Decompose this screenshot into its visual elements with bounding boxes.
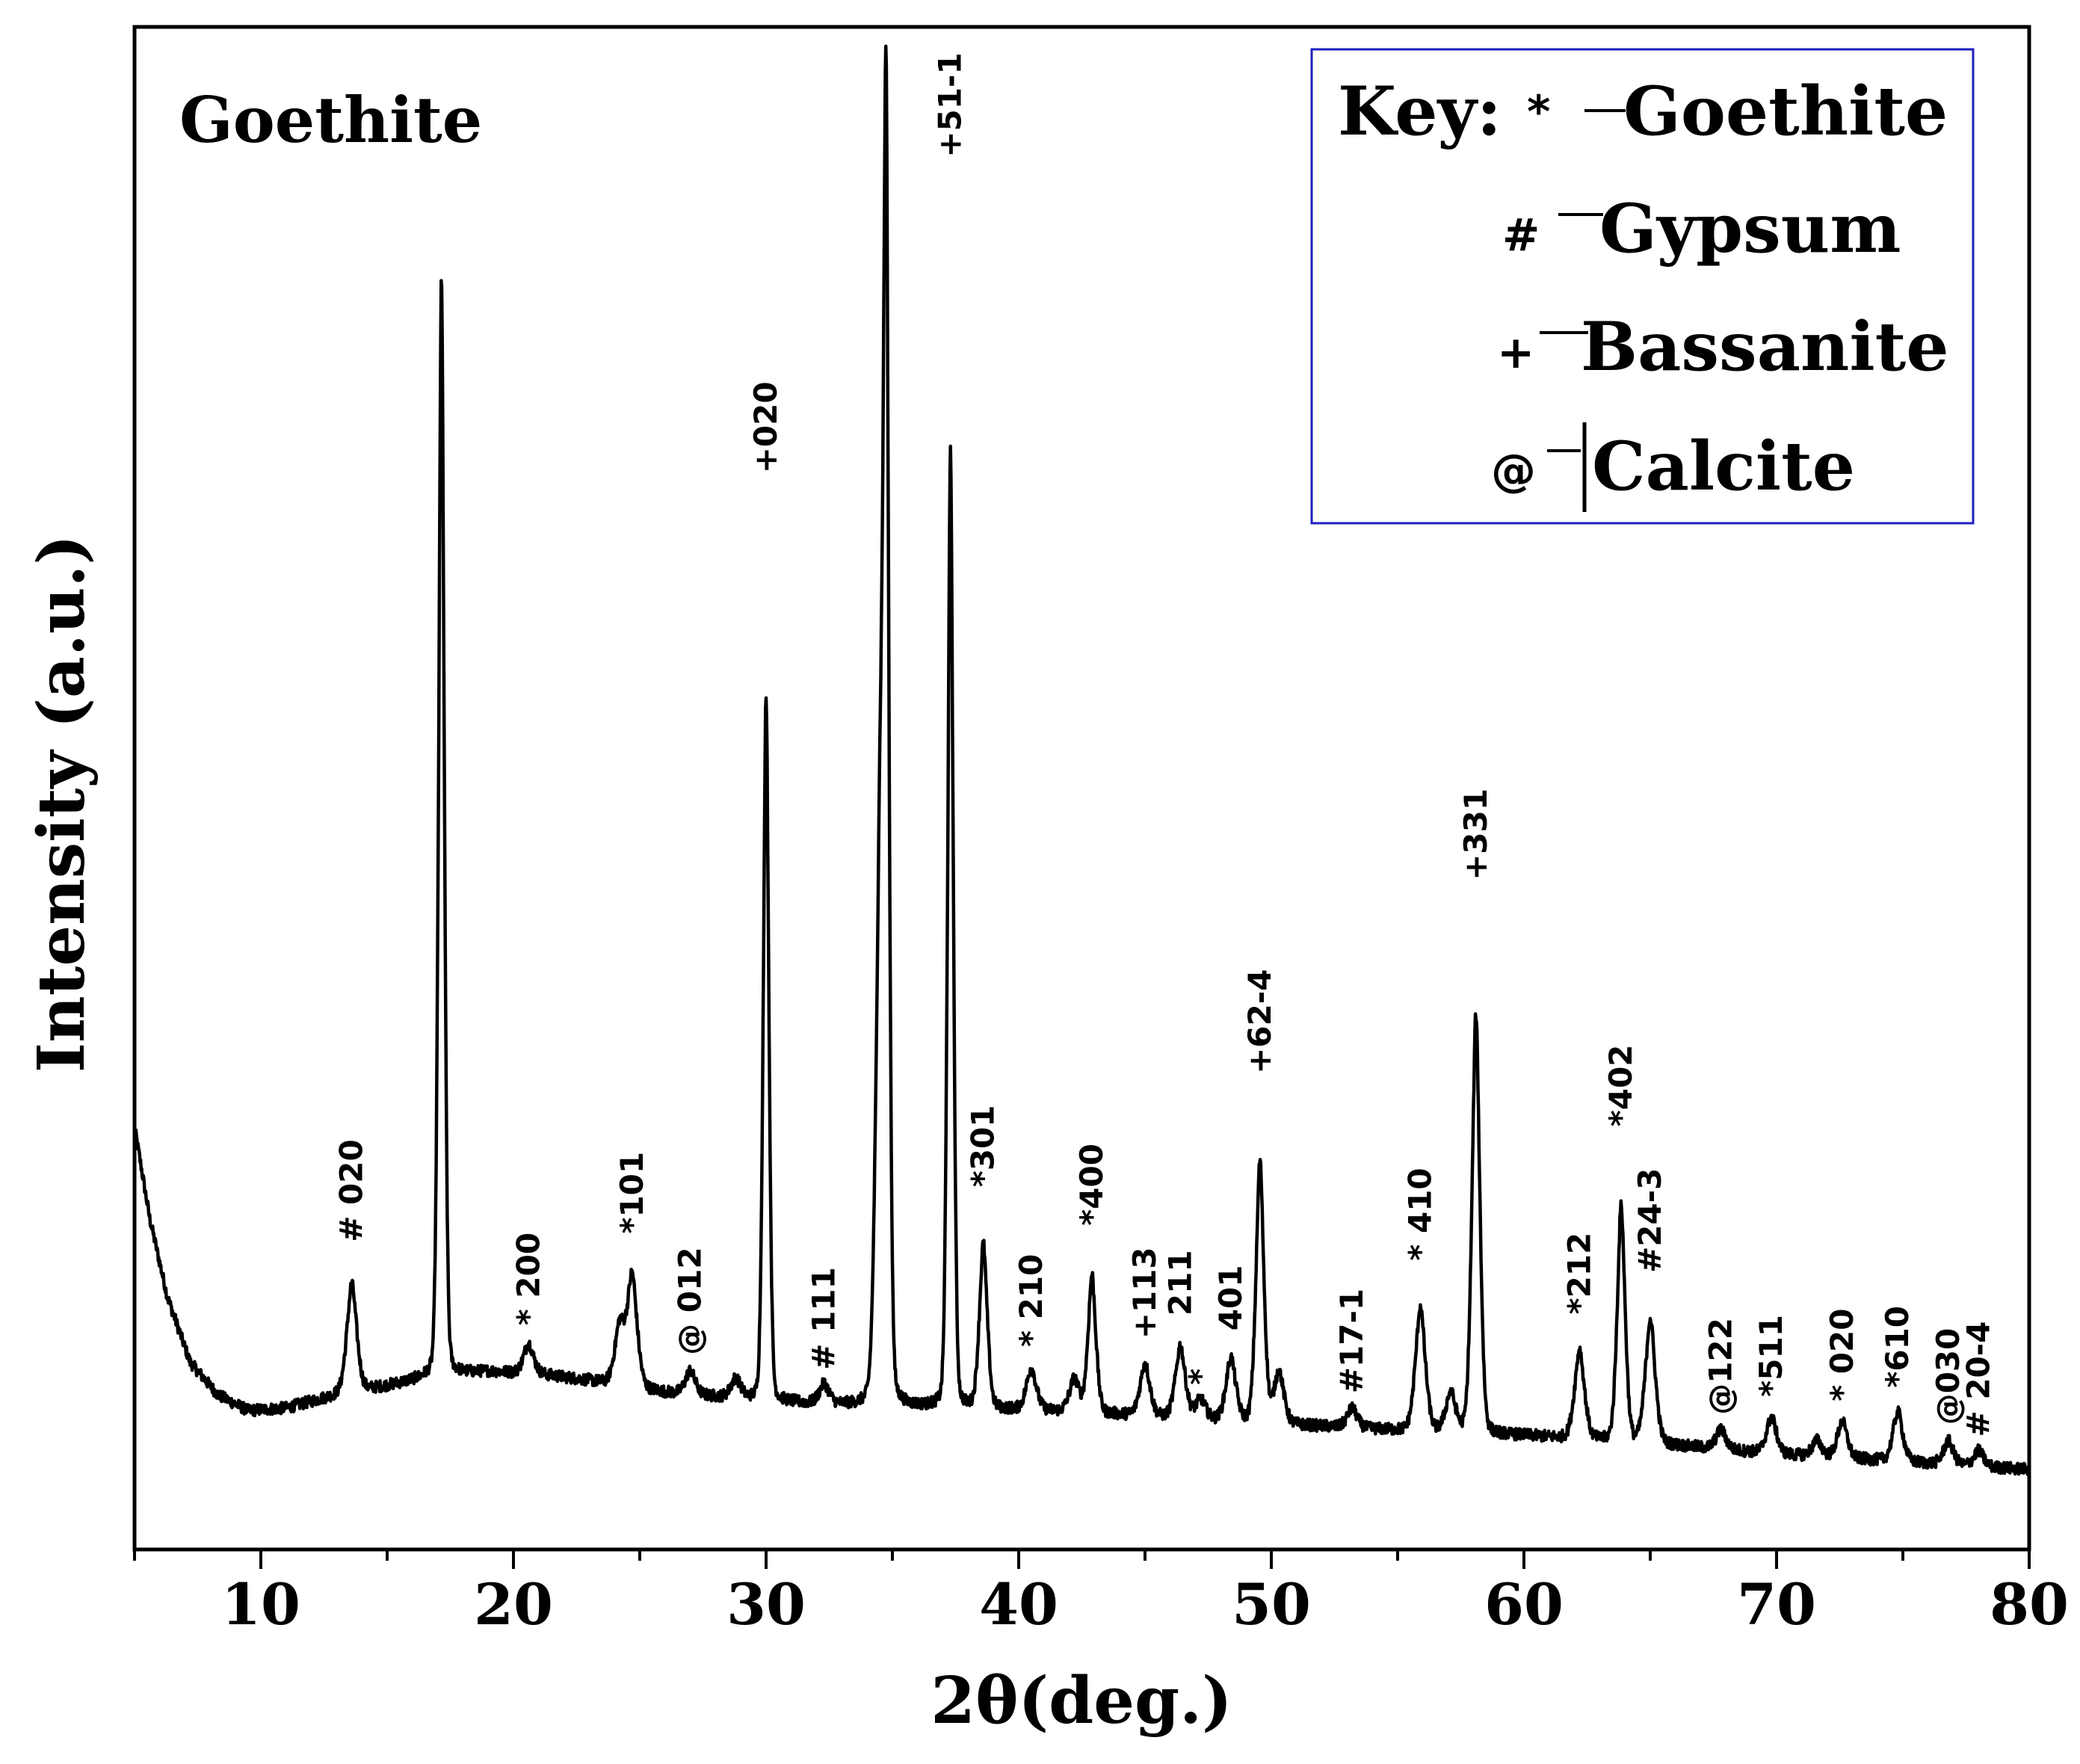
key-name-bassanite: Bassanite (1581, 307, 1949, 386)
peak-label: *400 (1073, 1144, 1110, 1226)
peak-label: * 210 (1013, 1254, 1049, 1347)
key-name-calcite: Calcite (1592, 427, 1855, 506)
peak-label: 401 (1212, 1265, 1249, 1331)
peak-label: *402 (1602, 1044, 1639, 1126)
peak-label: @ 012 (672, 1247, 709, 1354)
peak-label: *610 (1879, 1306, 1916, 1388)
peak-label: * 410 (1401, 1168, 1438, 1260)
peak-label: +62-4 (1241, 969, 1278, 1074)
x-tick-label: 20 (474, 1571, 553, 1638)
x-tick-label: 70 (1737, 1571, 1816, 1638)
x-tick-label: 60 (1484, 1571, 1564, 1638)
x-tick-label: 50 (1232, 1571, 1311, 1638)
peak-label: #17-1 (1333, 1289, 1370, 1393)
key-symbol-calcite: @ (1491, 445, 1536, 497)
x-axis-title: 2θ(deg.) (931, 1663, 1232, 1739)
plot-frame (132, 25, 2031, 1552)
key-heading: Key: (1338, 72, 1502, 151)
key-frame (1310, 48, 1975, 525)
y-axis-title: Intensity (a.u.) (24, 534, 99, 1073)
peak-label: * (1182, 1369, 1218, 1385)
xrd-pattern-line (132, 44, 2031, 1477)
x-tick-label: 10 (221, 1571, 300, 1638)
x-tick-label: 30 (726, 1571, 806, 1638)
peak-label: +113 (1126, 1247, 1163, 1339)
peak-label: * 200 (510, 1233, 546, 1325)
peak-label: * 020 (1824, 1309, 1860, 1401)
peak-label: @030 (1930, 1328, 1966, 1425)
key-legend: Key: * Goethite # Gypsum + Bassanite @ C… (1310, 48, 1975, 525)
x-axis-ticks: 10 20 30 40 50 60 70 80 (133, 1549, 2069, 1638)
peak-label: +331 (1457, 789, 1494, 881)
x-tick-label: 80 (1990, 1571, 2069, 1638)
sample-title: Goethite (179, 83, 482, 157)
peak-label: # 020 (333, 1139, 370, 1242)
peak-label: *301 (965, 1105, 1002, 1187)
peak-label: *101 (614, 1152, 650, 1234)
key-name-goethite: Goethite (1623, 72, 1948, 151)
key-symbol-goethite: * (1527, 86, 1550, 138)
peak-label: +020 (747, 381, 784, 473)
peak-label: +51-1 (932, 52, 969, 157)
peak-labels: # 020+11-1* 200*101@ 012+020# 111+22-2+5… (333, 52, 1997, 1437)
peak-label: *212 (1561, 1233, 1597, 1315)
peak-label: # 20-4 (1960, 1322, 1996, 1437)
peak-label: 211 (1161, 1250, 1198, 1316)
key-name-gypsum: Gypsum (1599, 189, 1901, 268)
peak-label: @122 (1703, 1318, 1739, 1415)
peak-label: *511 (1753, 1315, 1789, 1397)
x-tick-label: 40 (979, 1571, 1058, 1638)
peak-label: #24-3 (1632, 1168, 1668, 1273)
key-symbol-bassanite: + (1497, 327, 1534, 379)
key-symbol-gypsum: # (1502, 209, 1540, 262)
peak-label: # 111 (806, 1267, 842, 1369)
